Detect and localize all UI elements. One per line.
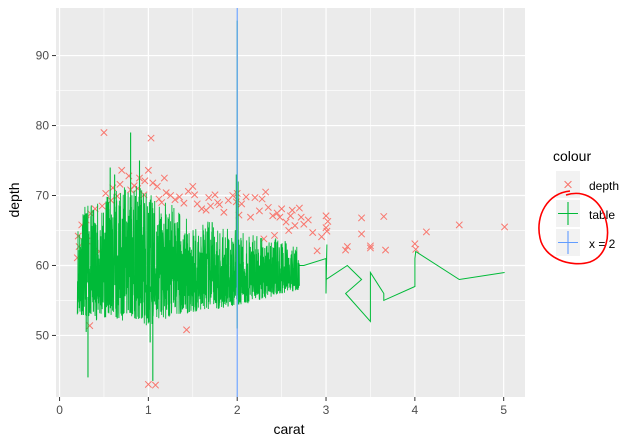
depth-point xyxy=(323,227,331,235)
legend-label-depth: depth xyxy=(589,179,619,193)
depth-point xyxy=(246,213,255,221)
y-axis-title: depth xyxy=(6,182,22,217)
depth-point xyxy=(324,217,332,225)
x-tick-label: 3 xyxy=(323,403,330,417)
table-series xyxy=(76,20,505,381)
depth-point xyxy=(98,202,106,210)
x-axis: 0 1 2 3 4 5 xyxy=(56,397,507,417)
depth-point xyxy=(100,128,108,137)
legend-title: colour xyxy=(553,148,591,164)
legend-label-table: table xyxy=(589,208,615,222)
depth-point xyxy=(167,191,175,200)
depth-point xyxy=(144,380,152,388)
depth-point xyxy=(300,220,308,228)
depth-point xyxy=(286,212,295,220)
legend-key-glyph xyxy=(558,231,578,254)
depth-point xyxy=(342,246,350,254)
depth-point xyxy=(358,230,366,238)
depth-point xyxy=(202,206,210,214)
depth-point xyxy=(149,179,157,187)
depth-point xyxy=(264,203,272,211)
depth-point xyxy=(270,231,279,239)
depth-point xyxy=(242,193,250,201)
depth-point xyxy=(211,191,219,199)
depth-point xyxy=(160,174,168,182)
table-line xyxy=(299,244,505,323)
y-tick-label: 80 xyxy=(36,119,50,133)
depth-point xyxy=(205,194,213,202)
depth-point xyxy=(184,187,192,195)
depth-point xyxy=(343,243,351,251)
legend-keys xyxy=(556,171,580,256)
depth-point xyxy=(288,206,296,214)
depth-point xyxy=(380,212,388,221)
depth-point xyxy=(153,182,161,190)
depth-point xyxy=(193,200,201,208)
depth-point xyxy=(220,208,228,216)
y-tick-label: 90 xyxy=(36,49,50,63)
depth-point xyxy=(251,194,259,202)
x-tick-label: 1 xyxy=(145,403,152,417)
depth-point xyxy=(214,198,222,207)
depth-point xyxy=(366,244,374,252)
depth-point xyxy=(411,240,419,248)
depth-point xyxy=(291,222,299,230)
depth-point xyxy=(318,233,326,241)
depth-point xyxy=(158,198,166,207)
depth-point xyxy=(155,195,163,203)
depth-point xyxy=(309,229,317,237)
depth-point xyxy=(322,212,330,220)
depth-point xyxy=(102,189,110,197)
depth-point xyxy=(412,245,420,253)
depth-point xyxy=(141,177,149,185)
y-tick-label: 50 xyxy=(36,328,50,342)
depth-point xyxy=(273,209,281,217)
depth-point xyxy=(238,200,246,208)
legend-label-x2: x = 2 xyxy=(589,237,616,251)
depth-point xyxy=(295,204,303,212)
depth-point xyxy=(282,218,290,226)
depth-point xyxy=(162,189,170,197)
legend-key-glyph xyxy=(558,202,578,225)
legend-annotation-circle xyxy=(538,190,609,265)
depth-point xyxy=(297,213,305,221)
depth-point xyxy=(229,191,237,200)
x-tick-label: 4 xyxy=(412,403,419,417)
x-tick-label: 5 xyxy=(500,403,507,417)
depth-point xyxy=(358,214,366,222)
depth-point xyxy=(501,223,509,231)
depth-point xyxy=(147,134,155,142)
depth-point xyxy=(255,207,263,215)
depth-point xyxy=(285,226,293,235)
depth-point xyxy=(381,246,390,254)
x-axis-title: carat xyxy=(273,421,304,437)
depth-point xyxy=(183,326,191,334)
legend: colour depth table x = 2 xyxy=(538,148,619,265)
depth-point xyxy=(313,247,321,255)
plot-panel xyxy=(56,8,525,397)
depth-point xyxy=(262,188,270,196)
y-axis: 50 60 70 80 90 xyxy=(36,49,56,342)
legend-key-glyph xyxy=(564,180,572,189)
depth-point xyxy=(191,191,199,199)
y-tick-label: 70 xyxy=(36,189,50,203)
x-tick-label: 0 xyxy=(56,403,63,417)
depth-point xyxy=(118,166,126,174)
y-tick-label: 60 xyxy=(36,258,50,272)
depth-point xyxy=(144,166,152,174)
depth-point xyxy=(455,221,463,229)
grid-minor xyxy=(56,8,525,397)
depth-point xyxy=(276,213,284,221)
depth-point xyxy=(422,228,430,236)
depth-point xyxy=(258,195,266,203)
depth-point xyxy=(175,193,184,201)
depth-point xyxy=(151,381,160,389)
grid-major xyxy=(56,8,525,397)
depth-point xyxy=(269,212,277,220)
depth-point xyxy=(366,242,374,250)
x-tick-label: 2 xyxy=(234,403,241,417)
depth-point xyxy=(116,180,124,188)
depth-point xyxy=(180,199,188,207)
